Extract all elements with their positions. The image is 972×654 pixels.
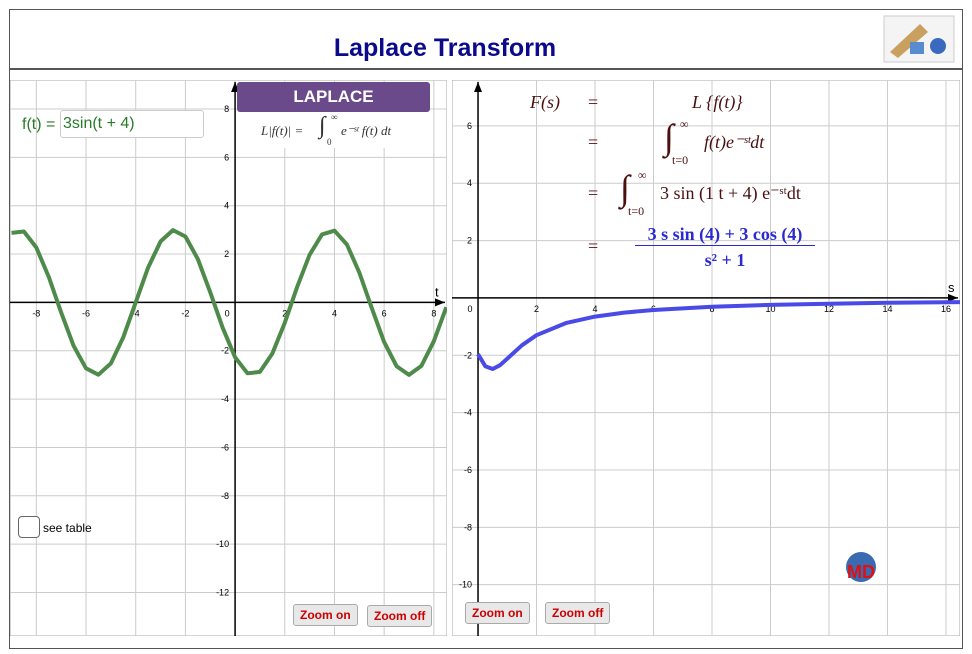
y-tick-label: -10: [216, 539, 229, 549]
formula-rhs: f(t)e⁻ˢᵗdt: [704, 132, 765, 152]
title: Laplace Transform: [333, 34, 557, 62]
formula-integral: ∫: [620, 168, 630, 208]
curve: [476, 300, 960, 371]
x-tick-label: 4: [332, 308, 337, 318]
x-tick-label: -8: [32, 308, 40, 318]
x-tick-label: -4: [132, 308, 140, 318]
y-tick-label: 4: [224, 201, 229, 211]
input-label: f(t) =: [22, 116, 56, 133]
x-tick-label: 16: [941, 304, 951, 314]
formula-denominator: s² + 1: [704, 250, 746, 270]
curve: [11, 228, 447, 377]
zoom-off-button[interactable]: Zoom off: [545, 602, 611, 624]
formula-eq: =: [588, 236, 599, 256]
formula-integral: ∫: [664, 117, 674, 157]
formula-lower: t=0: [628, 204, 645, 218]
header: Laplace Transform: [10, 10, 962, 70]
logo-lower: 0: [327, 137, 332, 147]
zoom-on-button[interactable]: Zoom on: [465, 602, 530, 624]
left-graph: -8 -6 -4 -2 0 2 4 6 8 -12 -10 -8 -6 -4 -2 2 4 6 8 t: [10, 80, 447, 636]
x-axis-label: s: [948, 280, 955, 295]
y-tick-label: -2: [464, 350, 472, 360]
x-tick-label: 12: [824, 304, 834, 314]
formula-rhs: L {f(t)}: [692, 92, 743, 112]
y-tick-label: 8: [224, 104, 229, 114]
checkbox-label[interactable]: see table: [43, 521, 92, 535]
zoom-off-button[interactable]: Zoom off: [367, 605, 433, 627]
plot-background: [10, 80, 447, 636]
y-tick-label: 6: [224, 152, 229, 162]
y-tick-label: 2: [224, 249, 229, 259]
x-tick-label: 0: [468, 304, 473, 314]
logo-formula: L|f(t)| = ∫ ∞ 0 e⁻ˢᵗ f(t) dt: [237, 112, 430, 148]
x-tick-label: 4: [593, 304, 598, 314]
x-tick-label: 6: [382, 308, 387, 318]
formula-rhs: 3 sin (1 t + 4) e⁻ˢᵗdt: [660, 183, 801, 203]
y-tick-label: -2: [221, 346, 229, 356]
badge: MD: [847, 562, 875, 582]
globe-icon: [846, 552, 876, 582]
x-axis-arrow: [948, 293, 958, 302]
x-tick-label: 0: [225, 308, 230, 318]
formula-upper: ∞: [680, 117, 689, 131]
logo-integral: ∫: [319, 113, 326, 139]
formula-eq: =: [588, 183, 599, 203]
formula-eq: =: [588, 132, 599, 152]
y-tick-label: -6: [221, 442, 229, 452]
y-tick-label: -4: [464, 408, 472, 418]
x-tick-label: 2: [282, 308, 287, 318]
zoom-on-button[interactable]: Zoom on: [293, 604, 358, 626]
plot-background: [452, 80, 960, 636]
y-tick-label: -10: [459, 580, 472, 590]
formula-lower: t=0: [672, 153, 689, 167]
function-input[interactable]: 3sin(t + 4): [60, 110, 204, 138]
x-tick-label: 14: [882, 304, 892, 314]
y-tick-label: 6: [467, 121, 472, 131]
formula-numerator: 3 s sin (4) + 3 cos (4): [635, 224, 815, 246]
y-tick-label: 4: [467, 178, 472, 188]
x-tick-label: 10: [765, 304, 775, 314]
y-tick-label: -8: [464, 522, 472, 532]
logo-lhs: L|f(t)| =: [261, 123, 304, 138]
x-axis-arrow: [435, 298, 445, 307]
x-tick-label: -6: [82, 308, 90, 318]
y-tick-label: -12: [216, 587, 229, 597]
y-tick-label: -8: [221, 491, 229, 501]
logo-upper: ∞: [331, 112, 338, 122]
formula-lhs: F(s): [530, 92, 560, 112]
x-tick-label: -2: [181, 308, 189, 318]
checkbox[interactable]: [18, 516, 40, 538]
formula-eq: =: [588, 92, 599, 112]
formula-upper: ∞: [638, 168, 647, 182]
header-icon: [883, 15, 955, 63]
y-tick-label: -4: [221, 394, 229, 404]
x-tick-label: 8: [709, 304, 714, 314]
logo-title: LAPLACE TRANSFORM: [237, 82, 430, 136]
x-tick-label: 2: [534, 304, 539, 314]
x-tick-label: 8: [431, 308, 436, 318]
y-tick-label: 2: [467, 236, 472, 246]
y-tick-label: -6: [464, 465, 472, 475]
x-axis-label: t: [435, 284, 439, 299]
logo-integrand: e⁻ˢᵗ f(t) dt: [341, 123, 392, 138]
y-axis-arrow: [474, 82, 483, 92]
